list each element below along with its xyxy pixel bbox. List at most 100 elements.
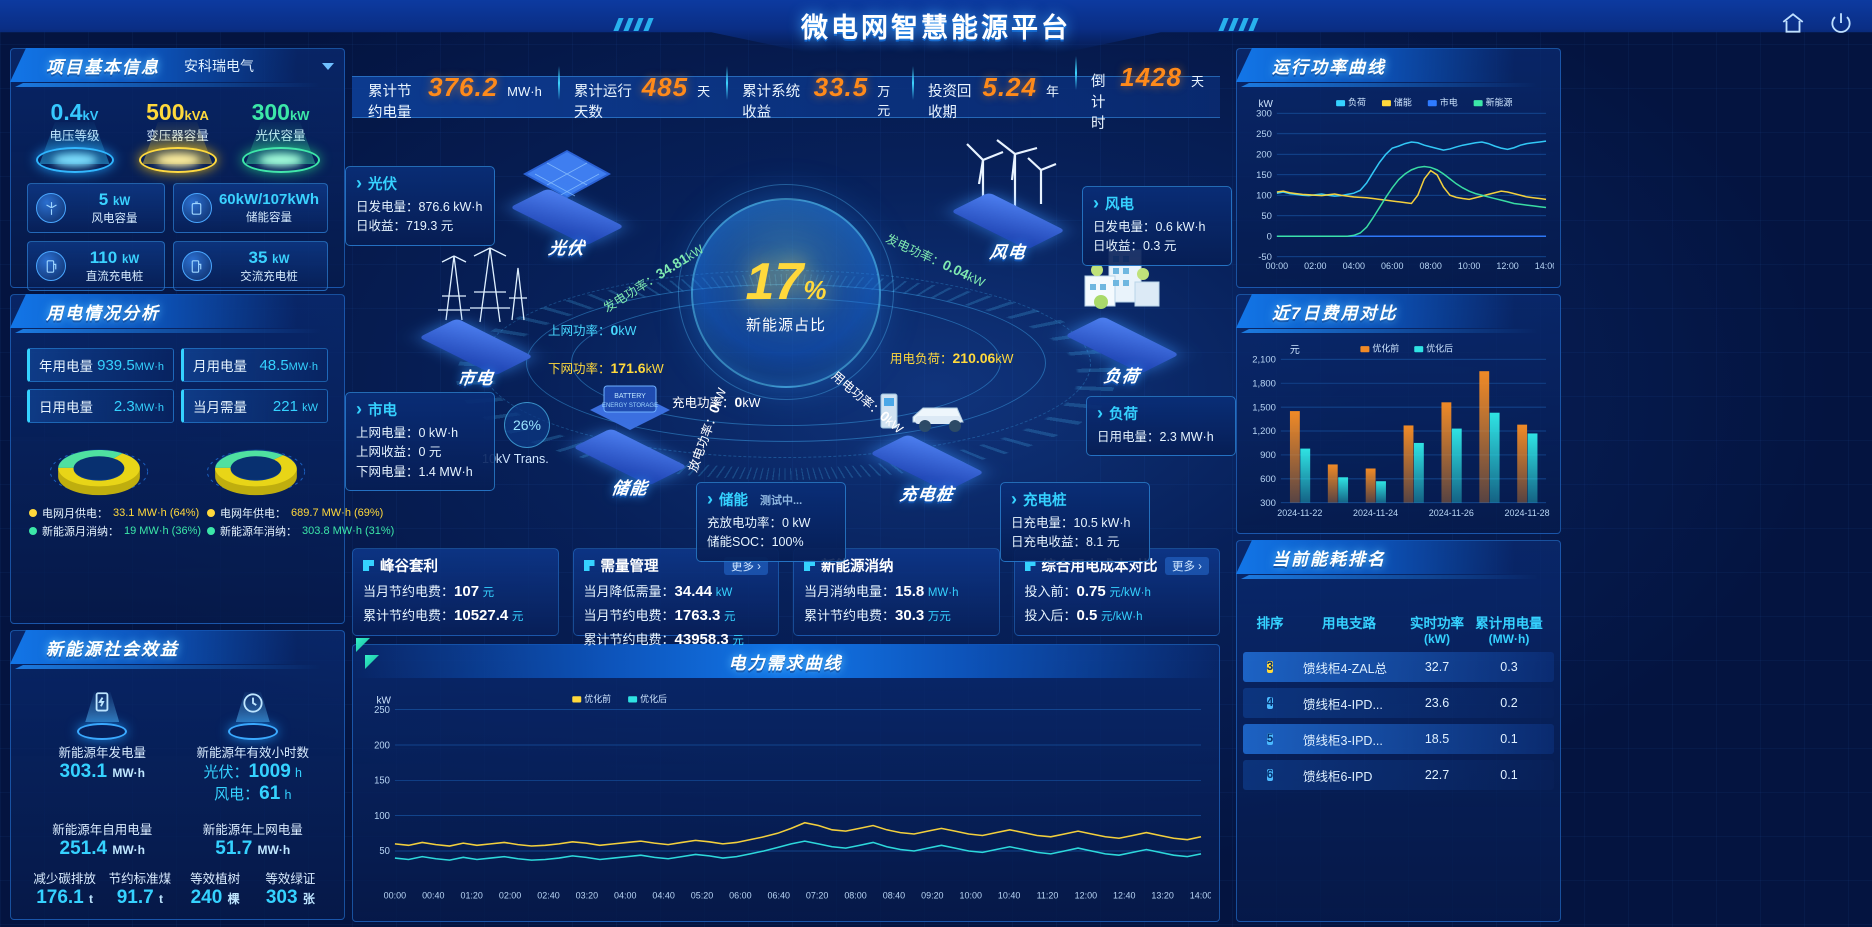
tile-dc-charger: 110 kW 直流充电桩 xyxy=(27,241,165,292)
kpi-value: 107 xyxy=(454,583,480,600)
kpi-value: 15.8 xyxy=(895,583,925,600)
svg-text:03:20: 03:20 xyxy=(576,891,598,901)
panel-header: 近7日费用对比 xyxy=(1236,294,1560,328)
panel-demand-curve: 电力需求曲线 kW 250 200 150 100 50 优化前 优化后 00:00 00:40 0… xyxy=(352,644,1220,922)
table-row[interactable]: 3 馈线柜4-ZAL总 32.7 0.3 xyxy=(1243,652,1554,682)
social-coal: 节约标准煤 91.7 t xyxy=(109,866,172,909)
capacity-value: 300 xyxy=(251,99,290,125)
social-self-use: 新能源年自用电量 251.4 MW·h xyxy=(27,817,178,860)
card-row: 日收益：0.3 元 xyxy=(1093,239,1177,254)
tile-unit: kW xyxy=(112,195,131,208)
svg-text:优化后: 优化后 xyxy=(640,693,667,704)
card-row: 日用电量：2.3 MW·h xyxy=(1097,430,1214,444)
card-charger: 充电桩 日充电量：10.5 kW·h 日充电收益：8.1 元 xyxy=(1000,482,1150,562)
svg-text:10:40: 10:40 xyxy=(998,891,1020,901)
flow-label: 下网功率： xyxy=(548,362,611,376)
social-label: 新能源年自用电量 xyxy=(52,823,153,837)
card-row: 日充电量：10.5 kW·h xyxy=(1011,516,1131,530)
panel-underline xyxy=(15,665,322,669)
svg-text:12:00: 12:00 xyxy=(1075,891,1097,901)
pedestal-decor xyxy=(138,147,217,174)
flow-unit: kW xyxy=(964,269,988,290)
svg-text:12:40: 12:40 xyxy=(1113,891,1135,901)
power-icon[interactable] xyxy=(1828,10,1854,41)
stat-label: 倒计时 xyxy=(1090,73,1106,132)
social-sub-unit: h xyxy=(295,766,302,780)
more-button[interactable]: 更多 › xyxy=(1164,556,1209,575)
stat-unit: 天 xyxy=(697,84,711,99)
ratio-unit: % xyxy=(803,275,827,305)
kpi-unit: MW·h xyxy=(927,587,959,599)
tile-label: 储能容量 xyxy=(245,212,292,225)
svg-text:kW: kW xyxy=(1259,99,1274,110)
energy-flow-diagram: 17% 新能源占比 光伏 xyxy=(352,120,1220,550)
solar-panel-icon xyxy=(513,140,621,207)
svg-text:100: 100 xyxy=(1256,190,1272,201)
card-row: 日充电收益：8.1 元 xyxy=(1011,535,1120,550)
svg-text:08:00: 08:00 xyxy=(1419,261,1441,271)
usage-label: 日用电量 xyxy=(39,400,93,415)
card-title: 充电桩 xyxy=(1023,493,1067,509)
svg-text:ENERGY STORAGE: ENERGY STORAGE xyxy=(602,403,658,409)
branch-energy: 0.3 xyxy=(1500,660,1518,674)
legend-label: 新能源月消纳： xyxy=(42,526,119,538)
orb-outline xyxy=(678,184,894,400)
stat-value: 33.5 xyxy=(813,72,869,102)
svg-text:10:00: 10:00 xyxy=(959,891,981,901)
branch-energy: 0.1 xyxy=(1500,732,1518,746)
social-value: 51.7 xyxy=(215,838,253,859)
social-unit: MW·h xyxy=(257,843,291,857)
kpi-value: 10527.4 xyxy=(454,607,509,624)
social-sub-label: 风电： xyxy=(214,786,260,803)
node-wind[interactable]: 风电 xyxy=(938,138,1078,263)
svg-text:优化后: 优化后 xyxy=(1426,343,1453,354)
tile-value: 35 xyxy=(248,247,268,267)
table-row[interactable]: 5 馈线柜3-IPD... 18.5 0.1 xyxy=(1243,724,1554,754)
svg-text:1,500: 1,500 xyxy=(1252,402,1276,413)
node-label: 负荷 xyxy=(1102,367,1142,386)
card-grid: 市电 上网电量：0 kW·h 上网收益：0 元 下网电量：1.4 MW·h xyxy=(345,392,495,492)
kpi-key: 当月消纳电量： xyxy=(804,584,896,599)
card-wind: 风电 日发电量：0.6 kW·h 日收益：0.3 元 xyxy=(1082,186,1232,266)
table-row[interactable]: 6 馈线柜6-IPD 22.7 0.1 xyxy=(1243,760,1554,790)
branch-energy: 0.1 xyxy=(1500,768,1518,782)
node-charger[interactable]: 充电桩 xyxy=(852,388,1002,505)
ratio-label: 新能源占比 xyxy=(745,317,826,334)
legend-dot xyxy=(207,527,216,535)
capacity-label: 电压等级 xyxy=(23,125,126,144)
panel-title: 项目基本信息 xyxy=(46,57,160,77)
card-load: 负荷 日用电量：2.3 MW·h xyxy=(1086,396,1236,457)
capacity-label: 变压器容量 xyxy=(126,125,229,144)
col-energy: 累计用电量 xyxy=(1475,616,1543,631)
node-storage[interactable]: BATTERY ENERGY STORAGE 储能 xyxy=(560,385,700,499)
node-grid[interactable]: 市电 xyxy=(406,247,546,389)
table-row[interactable]: 4 馈线柜4-IPD... 23.6 0.2 xyxy=(1243,688,1554,718)
node-label: 储能 xyxy=(610,479,650,498)
home-icon[interactable] xyxy=(1780,10,1806,41)
stat-value: 1428 xyxy=(1120,61,1182,92)
svg-text:2,100: 2,100 xyxy=(1252,354,1276,365)
panel-underline xyxy=(15,83,322,87)
capacity-value: 0.4 xyxy=(50,99,83,125)
flow-label: 上网功率： xyxy=(548,324,611,338)
branch-name: 馈线柜4-IPD... xyxy=(1303,697,1383,712)
card-row: 上网电量：0 kW·h xyxy=(356,426,459,440)
social-sub-label: 光伏： xyxy=(203,764,249,781)
svg-text:04:00: 04:00 xyxy=(614,891,636,901)
node-pv[interactable]: 光伏 xyxy=(502,146,632,259)
legend-grid-month: 电网月供电： 33.1 MW·h (64%) xyxy=(29,505,201,521)
wind-turbine-icon xyxy=(953,132,1063,217)
kpi-value: 0.5 xyxy=(1076,607,1098,624)
node-load[interactable]: 负荷 xyxy=(1052,248,1192,387)
social-unit: MW·h xyxy=(112,843,145,857)
capacity-pv: 300kW 光伏容量 xyxy=(229,99,332,174)
flow-value: 0 xyxy=(734,394,743,410)
card-row: 下网电量：1.4 MW·h xyxy=(356,464,473,479)
svg-text:00:00: 00:00 xyxy=(1266,261,1288,271)
rank-badge: 6 xyxy=(1266,769,1274,781)
project-select[interactable]: 安科瑞电气 xyxy=(184,55,334,77)
kpi-cost-compare: 综合用电成本对比 更多 › 投入前：0.75 元/kW·h 投入后：0.5 元/… xyxy=(1013,548,1220,636)
svg-text:11:20: 11:20 xyxy=(1037,891,1059,901)
social-label: 减少碳排放 xyxy=(33,872,96,886)
battery-icon xyxy=(181,193,212,224)
